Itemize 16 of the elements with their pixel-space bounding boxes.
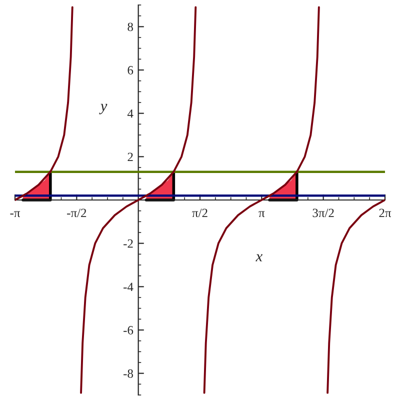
y-axis-title: y xyxy=(99,104,108,114)
x-tick-label: -π xyxy=(10,211,20,218)
x-tick-label: -π/2 xyxy=(67,208,86,218)
y-tick-label: 2 xyxy=(128,152,133,162)
x-tick-label: 3π/2 xyxy=(312,208,334,218)
x-tick-label: π/2 xyxy=(192,208,208,218)
y-tick-label: 6 xyxy=(128,66,134,74)
x-tick-label: 2π xyxy=(379,208,392,218)
x-axis-title: x xyxy=(256,254,262,262)
y-tick-label: -4 xyxy=(124,282,134,292)
y-tick-label: -2 xyxy=(124,239,133,248)
y-tick-label: -8 xyxy=(124,369,133,378)
x-tick-label: π xyxy=(258,211,265,218)
y-tick-label: 4 xyxy=(127,109,134,118)
y-tick-label: -6 xyxy=(124,326,134,334)
y-tick-label: 8 xyxy=(128,22,133,32)
